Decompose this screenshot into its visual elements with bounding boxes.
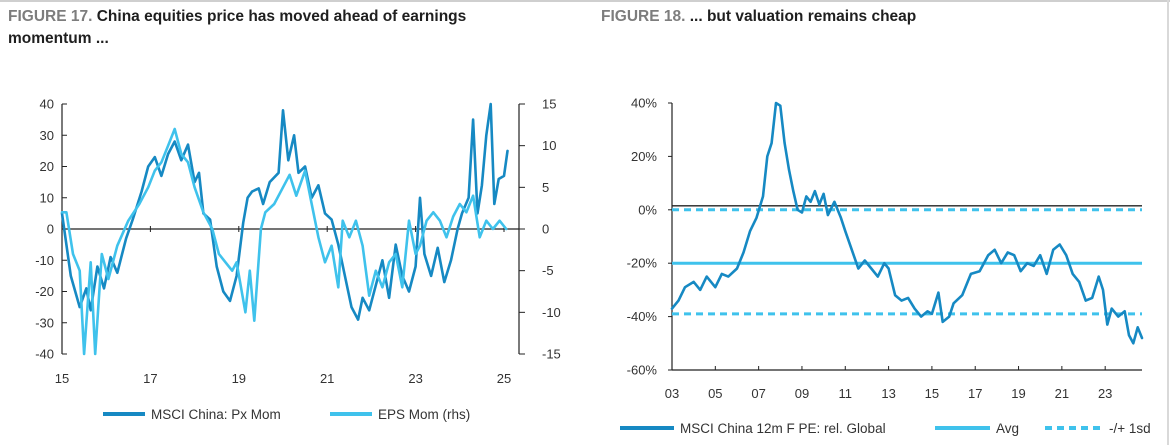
y-tick-label: -20% — [627, 256, 658, 271]
y-tick-label: 20% — [631, 149, 657, 164]
figure-17-title-text: China equities price has moved ahead of … — [8, 8, 467, 47]
left-y-tick-label: 0 — [47, 222, 54, 237]
left-y-tick-label: -10 — [35, 253, 54, 268]
right-y-tick-label: 10 — [542, 138, 556, 153]
legend-label-avg: Avg — [996, 421, 1019, 436]
legend-label-pe: MSCI China 12m F PE: rel. Global — [680, 421, 886, 436]
figure-18-number: FIGURE 18. — [601, 8, 686, 25]
x-tick-label: 13 — [881, 386, 895, 401]
left-y-tick-label: 40 — [40, 97, 54, 112]
figure-17-title: FIGURE 17. China equities price has move… — [8, 6, 548, 50]
left-y-tick-label: 10 — [40, 190, 54, 205]
legend-label-sd: -/+ 1sd — [1109, 421, 1151, 436]
x-tick-label: 07 — [751, 386, 765, 401]
x-tick-label: 17 — [968, 386, 982, 401]
y-tick-label: -40% — [627, 309, 658, 324]
right-y-tick-label: 5 — [542, 180, 549, 195]
right-y-tick-label: -5 — [542, 263, 554, 278]
y-tick-label: 0% — [638, 202, 657, 217]
x-tick-label: 05 — [708, 386, 722, 401]
series-eps-mom — [60, 127, 508, 356]
y-tick-label: 40% — [631, 96, 657, 111]
right-y-tick-label: -10 — [542, 305, 561, 320]
y-tick-label: -60% — [627, 363, 658, 378]
x-tick-label: 25 — [497, 371, 511, 386]
left-y-tick-label: 20 — [40, 159, 54, 174]
x-tick-label: 11 — [839, 386, 853, 401]
right-y-tick-label: -15 — [542, 347, 561, 362]
x-tick-label: 21 — [320, 371, 334, 386]
left-y-tick-label: -20 — [35, 284, 54, 299]
figure-18-title: FIGURE 18. ... but valuation remains che… — [601, 6, 1141, 28]
legend-label: EPS Mom (rhs) — [378, 407, 470, 422]
x-tick-label: 09 — [795, 386, 809, 401]
frame-right-border — [1167, 0, 1169, 445]
x-tick-label: 23 — [1098, 386, 1112, 401]
x-tick-label: 03 — [665, 386, 679, 401]
series-msci-china-pe-rel-global — [670, 101, 1144, 345]
figure-18-title-text: ... but valuation remains cheap — [689, 8, 917, 25]
legend-label: MSCI China: Px Mom — [151, 407, 281, 422]
x-tick-label: 19 — [232, 371, 246, 386]
left-y-tick-label: 30 — [40, 128, 54, 143]
left-y-tick-label: -40 — [35, 347, 54, 362]
right-y-tick-label: 15 — [542, 97, 556, 112]
right-y-tick-label: 0 — [542, 222, 549, 237]
x-tick-label: 21 — [1055, 386, 1069, 401]
x-tick-label: 15 — [925, 386, 939, 401]
figure-17-number: FIGURE 17. — [8, 8, 93, 25]
x-tick-label: 19 — [1011, 386, 1025, 401]
x-tick-label: 23 — [408, 371, 422, 386]
series-msci-china-px-mom — [60, 102, 509, 321]
x-tick-label: 17 — [143, 371, 157, 386]
left-y-tick-label: -30 — [35, 315, 54, 330]
x-tick-label: 15 — [55, 371, 69, 386]
frame-top-border — [0, 0, 1170, 2]
